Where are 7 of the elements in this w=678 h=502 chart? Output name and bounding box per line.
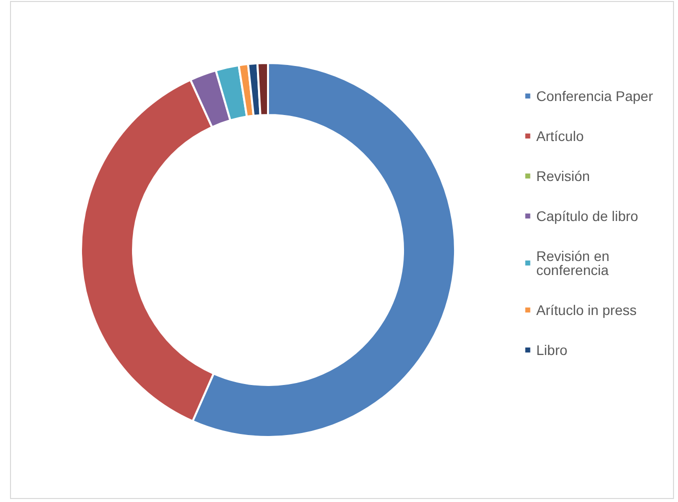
legend-label: Conferencia Paper (536, 88, 654, 104)
legend-label: Revisión (536, 168, 590, 184)
legend-label: Revisión en conferencia (536, 248, 614, 278)
legend-label: Arítuclo in press (536, 302, 637, 318)
legend-label: Artículo (536, 128, 584, 144)
legend-label: Libro (536, 342, 568, 358)
legend-label: Capítulo de libro (536, 208, 638, 224)
